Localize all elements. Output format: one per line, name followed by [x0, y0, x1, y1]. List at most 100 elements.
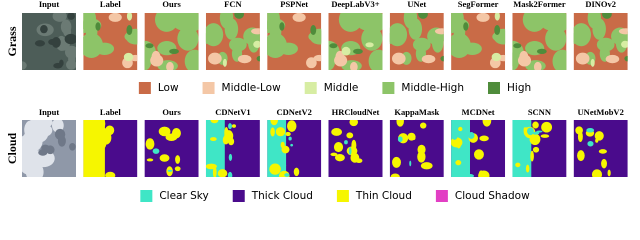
result-tile	[144, 13, 199, 70]
result-tile	[328, 13, 383, 70]
region	[270, 120, 278, 126]
region	[355, 158, 363, 164]
region	[287, 120, 297, 132]
region	[333, 141, 344, 153]
region	[519, 50, 529, 64]
region	[353, 48, 363, 55]
region	[350, 61, 358, 70]
region	[590, 58, 595, 67]
legend-label: Thick Cloud	[251, 190, 313, 202]
legend-swatch	[336, 190, 349, 202]
region	[473, 149, 484, 160]
region	[575, 52, 590, 65]
region	[306, 57, 317, 69]
seg-region	[83, 120, 105, 177]
region	[344, 140, 348, 145]
region	[145, 138, 155, 150]
tile-content	[328, 120, 383, 177]
region	[328, 52, 336, 70]
region	[552, 49, 567, 70]
column-header: Ours	[162, 107, 181, 117]
column-header: MCDNet	[462, 107, 495, 117]
region	[210, 120, 219, 124]
region	[205, 23, 224, 47]
result-tile	[573, 13, 628, 70]
legend-label: Low	[158, 82, 179, 94]
region	[624, 55, 628, 62]
region	[146, 158, 154, 162]
region	[533, 61, 542, 70]
result-tile	[573, 120, 628, 177]
column-header: Label	[100, 0, 121, 9]
region	[440, 55, 444, 62]
column-header: KappaMask	[394, 107, 439, 117]
region	[523, 125, 528, 136]
region	[159, 154, 170, 162]
seg-base	[389, 120, 444, 177]
legend-swatch	[232, 190, 245, 202]
region	[390, 173, 400, 177]
legend-label: Clear Sky	[159, 190, 208, 202]
column-header: Mask2Former	[513, 0, 566, 9]
legend: Low Middle-Low Middle Middle-High High	[138, 82, 531, 94]
region	[536, 130, 543, 133]
region	[126, 25, 133, 36]
region	[494, 25, 501, 36]
region	[45, 145, 55, 155]
result-tile	[512, 13, 567, 70]
tile-content	[573, 120, 628, 177]
tile-content	[389, 120, 444, 177]
region	[145, 43, 154, 49]
tile-content	[205, 120, 260, 177]
region	[545, 26, 567, 51]
tile-content	[389, 13, 444, 70]
tile-content	[144, 13, 199, 70]
region	[334, 153, 345, 162]
column-header: CDNetV1	[215, 107, 250, 117]
region	[227, 171, 233, 177]
region	[281, 145, 290, 154]
result-tile	[267, 120, 322, 177]
region	[166, 61, 174, 70]
region	[293, 167, 300, 177]
region	[253, 40, 260, 48]
region	[144, 52, 152, 70]
region	[206, 144, 215, 152]
region	[83, 32, 104, 58]
region	[269, 163, 281, 175]
region	[456, 139, 462, 149]
region	[540, 134, 550, 138]
legend-label: Middle-High	[401, 82, 464, 94]
region	[34, 40, 46, 47]
region	[64, 45, 76, 59]
region	[25, 161, 44, 177]
region	[417, 150, 426, 163]
legend: Clear Sky Thick Cloud Thin Cloud Cloud Shad…	[140, 190, 530, 202]
region	[522, 13, 547, 32]
region	[478, 170, 484, 177]
region	[94, 120, 106, 130]
region	[105, 125, 115, 136]
region	[177, 26, 199, 51]
region	[605, 54, 620, 64]
region	[175, 155, 181, 164]
region	[54, 128, 66, 140]
column-header: Input	[39, 107, 59, 117]
region	[594, 131, 604, 141]
region	[607, 169, 611, 177]
region	[482, 120, 492, 127]
region	[217, 169, 228, 177]
region	[419, 122, 427, 129]
tile-content	[22, 120, 76, 177]
region	[598, 149, 607, 154]
region	[228, 137, 235, 146]
tile-content	[512, 120, 567, 177]
region	[513, 43, 522, 49]
column-header: DeepLabV3+	[331, 0, 379, 9]
region	[51, 36, 61, 48]
result-tile	[512, 120, 567, 177]
region	[463, 22, 469, 31]
region	[586, 128, 595, 133]
result-tile	[328, 120, 383, 177]
seg-region	[205, 120, 225, 177]
